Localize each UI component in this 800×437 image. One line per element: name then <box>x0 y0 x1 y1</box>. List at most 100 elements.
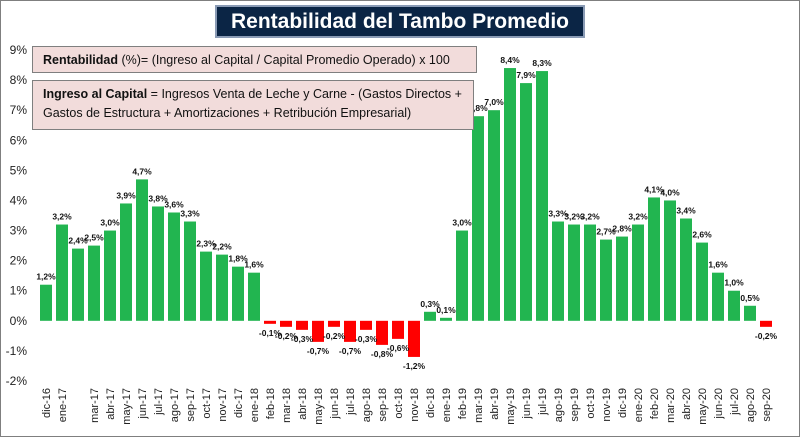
data-label: 0,3% <box>420 299 440 309</box>
y-tick-label: -2% <box>6 374 28 388</box>
x-tick-label: ene-19 <box>441 388 453 422</box>
x-tick-label: dic-17 <box>233 388 245 418</box>
bar <box>280 320 292 327</box>
x-tick-label: jul-17 <box>153 388 165 416</box>
data-label: 0,5% <box>740 293 760 303</box>
bar <box>728 290 740 321</box>
bar <box>520 83 532 321</box>
bar <box>88 245 100 321</box>
bar <box>536 71 548 321</box>
x-tick-label: feb-19 <box>457 388 469 419</box>
x-tick-label: may-20 <box>697 388 709 425</box>
data-label: 0,1% <box>436 305 456 315</box>
rentabilidad-formula-note: Rentabilidad (%)= (Ingreso al Capital / … <box>32 46 477 73</box>
data-label: 4,0% <box>660 187 680 197</box>
x-tick-label: sep-20 <box>761 388 773 422</box>
bar <box>40 284 52 321</box>
data-label: 2,3% <box>196 239 216 249</box>
bar <box>216 254 228 321</box>
x-tick-label: sep-17 <box>185 388 197 422</box>
data-label: 3,2% <box>564 212 584 222</box>
data-label: -0,3% <box>291 334 314 344</box>
x-tick-label: ago-20 <box>745 388 757 422</box>
data-labels: 1,2%3,2%2,4%2,5%3,0%3,9%4,7%3,8%3,6%3,3%… <box>36 55 777 371</box>
bar <box>744 305 756 321</box>
data-label: -0,2% <box>275 331 298 341</box>
bar <box>392 320 404 339</box>
data-label: 3,3% <box>548 209 568 219</box>
x-tick-label: jun-17 <box>137 388 149 420</box>
bar <box>232 266 244 321</box>
x-tick-label: may-19 <box>505 388 517 425</box>
data-label: 4,7% <box>132 166 152 176</box>
x-tick-label: jun-19 <box>521 388 533 420</box>
x-tick-label: dic-19 <box>617 388 629 418</box>
rentabilidad-formula: (%)= (Ingreso al Capital / Capital Prome… <box>118 53 450 67</box>
x-tick-label: jun-18 <box>329 388 341 420</box>
x-tick-label: abr-17 <box>105 388 117 420</box>
bar <box>296 320 308 330</box>
data-label: 1,6% <box>244 260 264 270</box>
x-tick-label: oct-19 <box>585 388 597 419</box>
x-tick-label: may-17 <box>121 388 133 425</box>
chart-title: Rentabilidad del Tambo Promedio <box>215 5 585 38</box>
bar <box>120 203 132 321</box>
data-label: 3,2% <box>580 212 600 222</box>
y-tick-label: 0% <box>10 314 28 328</box>
x-tick-label: oct-17 <box>201 388 213 419</box>
x-tick-label: abr-20 <box>681 388 693 420</box>
bars <box>40 68 772 357</box>
data-label: 3,2% <box>52 212 72 222</box>
bar <box>584 224 596 321</box>
data-label: 1,6% <box>708 260 728 270</box>
x-tick-label: abr-18 <box>297 388 309 420</box>
data-label: -0,7% <box>339 346 362 356</box>
data-label: 2,2% <box>212 242 232 252</box>
y-tick-label: 8% <box>10 73 28 87</box>
bar <box>360 320 372 330</box>
x-axis-labels: dic-16 ene-17 mar-17 abr-17 may-17 jun-17 jul-… <box>41 388 773 425</box>
bar <box>680 218 692 321</box>
bar <box>664 200 676 321</box>
bar <box>200 251 212 321</box>
data-label: 2,8% <box>612 224 632 234</box>
x-tick-label: mar-17 <box>89 388 101 423</box>
y-tick-label: 5% <box>10 163 28 177</box>
bar <box>440 317 452 321</box>
data-label: 2,7% <box>596 227 616 237</box>
bar <box>408 320 420 357</box>
data-label: 2,6% <box>692 230 712 240</box>
x-tick-label: jul-20 <box>729 388 741 416</box>
data-label: 6,8% <box>468 103 488 113</box>
x-tick-label: abr-19 <box>489 388 501 420</box>
bar <box>696 242 708 321</box>
x-tick-label: mar-20 <box>665 388 677 423</box>
x-tick-label: nov-17 <box>217 388 229 422</box>
y-tick-label: 2% <box>10 254 28 268</box>
bar <box>760 320 772 327</box>
y-tick-label: 4% <box>10 193 28 207</box>
y-tick-label: 6% <box>10 133 28 147</box>
x-tick-label: ago-18 <box>361 388 373 422</box>
ingreso-capital-formula-note: Ingreso al Capital = Ingresos Venta de L… <box>32 80 474 130</box>
data-label: 3,3% <box>180 209 200 219</box>
data-label: -0,8% <box>371 349 394 359</box>
bar <box>184 221 196 321</box>
bar <box>488 110 500 321</box>
y-tick-label: 9% <box>10 43 28 57</box>
x-tick-label: oct-18 <box>393 388 405 419</box>
data-label: 3,4% <box>676 206 696 216</box>
y-tick-label: 3% <box>10 224 28 238</box>
x-tick-label: ago-19 <box>553 388 565 422</box>
data-label: -0,6% <box>387 343 410 353</box>
x-tick-label: sep-18 <box>377 388 389 422</box>
x-tick-label: feb-18 <box>265 388 277 419</box>
data-label: 1,8% <box>228 254 248 264</box>
data-label: 8,4% <box>500 55 520 65</box>
y-tick-label: 1% <box>10 284 28 298</box>
x-tick-label: ene-17 <box>57 388 69 422</box>
x-tick-label: ene-18 <box>249 388 261 422</box>
x-tick-label: dic-16 <box>41 388 53 418</box>
data-label: -0,2% <box>323 331 346 341</box>
